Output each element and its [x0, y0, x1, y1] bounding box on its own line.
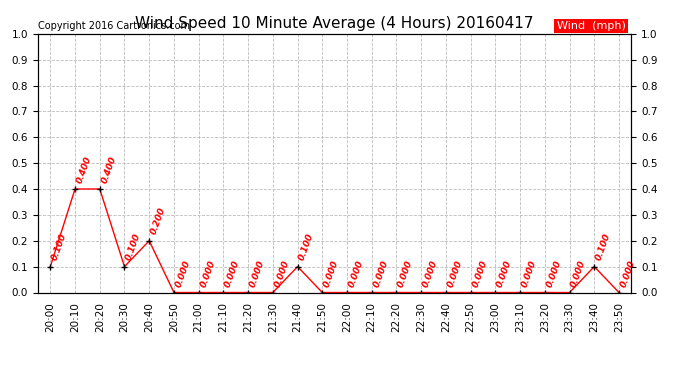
Text: 0.100: 0.100	[297, 232, 316, 262]
Text: 0.000: 0.000	[174, 259, 192, 289]
Text: 0.200: 0.200	[149, 206, 168, 236]
Text: 0.400: 0.400	[100, 154, 118, 184]
Text: 0.000: 0.000	[347, 259, 365, 289]
Text: Wind  (mph): Wind (mph)	[557, 21, 625, 31]
Text: 0.000: 0.000	[545, 259, 563, 289]
Text: 0.000: 0.000	[397, 259, 415, 289]
Text: 0.000: 0.000	[322, 259, 340, 289]
Title: Wind Speed 10 Minute Average (4 Hours) 20160417: Wind Speed 10 Minute Average (4 Hours) 2…	[135, 16, 534, 31]
Text: 0.000: 0.000	[471, 259, 489, 289]
Text: Copyright 2016 Cartronics.com: Copyright 2016 Cartronics.com	[38, 21, 190, 31]
Text: 0.000: 0.000	[372, 259, 390, 289]
Text: 0.000: 0.000	[199, 259, 217, 289]
Text: 0.400: 0.400	[75, 154, 93, 184]
Text: 0.000: 0.000	[520, 259, 538, 289]
Text: 0.000: 0.000	[619, 259, 637, 289]
Text: 0.000: 0.000	[273, 259, 291, 289]
Text: 0.100: 0.100	[594, 232, 613, 262]
Text: 0.000: 0.000	[446, 259, 464, 289]
Text: 0.000: 0.000	[569, 259, 588, 289]
Text: 0.000: 0.000	[421, 259, 440, 289]
Text: 0.000: 0.000	[495, 259, 513, 289]
Text: 0.100: 0.100	[124, 232, 143, 262]
Text: 0.000: 0.000	[248, 259, 266, 289]
Text: 0.100: 0.100	[50, 232, 68, 262]
Text: 0.000: 0.000	[224, 259, 241, 289]
